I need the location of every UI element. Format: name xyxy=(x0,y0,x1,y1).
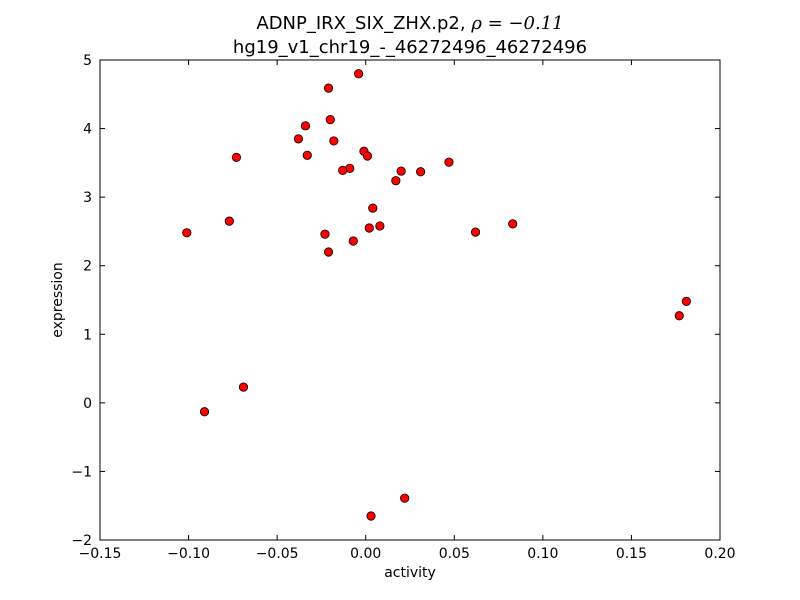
scatter-point xyxy=(508,219,518,229)
x-tick-label: −0.05 xyxy=(256,546,299,562)
y-tick-label: 0 xyxy=(83,396,92,412)
y-tick-label: −1 xyxy=(71,464,92,480)
y-tick-label: 3 xyxy=(83,190,92,206)
scatter-point xyxy=(325,115,335,125)
scatter-point xyxy=(323,247,334,257)
scatter-point xyxy=(354,69,364,79)
scatter-point xyxy=(182,228,192,238)
scatter-point xyxy=(396,166,406,176)
chart-title: ADNP_IRX_SIX_ZHX.p2, ρ = −0.11 xyxy=(256,13,563,34)
scatter-point xyxy=(444,157,454,167)
y-tick-label: 4 xyxy=(83,122,92,138)
scatter-point xyxy=(199,407,210,417)
plot-area xyxy=(99,59,721,541)
tick-labels: −0.15 −0.10 −0.05 0.00 0.05 0.10 0.15 0.20 −2 −1 0… xyxy=(71,53,735,562)
y-tick-label: −2 xyxy=(71,533,92,549)
scatter-point xyxy=(362,151,373,161)
scatter-point xyxy=(293,134,303,144)
scatter-point xyxy=(224,216,234,226)
scatter-point xyxy=(681,296,691,306)
x-tick-label: −0.10 xyxy=(167,546,210,562)
x-axis-label: activity xyxy=(384,565,436,581)
scatter-point xyxy=(364,223,374,233)
scatter-point xyxy=(329,136,339,146)
scatter-point xyxy=(323,83,334,93)
scatter-point xyxy=(320,229,330,239)
scatter-point xyxy=(231,152,241,162)
x-tick-label: 0.05 xyxy=(439,546,470,562)
x-tick-label: 0.10 xyxy=(527,546,558,562)
axis-ticks xyxy=(99,59,721,541)
scatter-point xyxy=(368,203,378,213)
scatter-point xyxy=(400,493,410,503)
x-tick-label: 0.20 xyxy=(704,546,735,562)
scatter-point xyxy=(300,121,311,131)
scatter-point xyxy=(238,382,249,392)
data-points xyxy=(182,69,691,521)
x-tick-label: 0.00 xyxy=(350,546,381,562)
y-tick-label: 2 xyxy=(83,259,92,275)
scatter-point xyxy=(375,221,385,231)
scatter-point xyxy=(674,311,684,321)
scatter-point xyxy=(366,511,376,521)
scatter-point xyxy=(391,176,401,186)
y-tick-label: 1 xyxy=(83,327,92,343)
scatter-point xyxy=(302,150,312,160)
x-tick-label: −0.15 xyxy=(79,546,122,562)
scatter-point xyxy=(470,227,481,237)
y-axis-label: expression xyxy=(50,262,66,338)
scatter-point xyxy=(348,236,358,246)
x-tick-label: 0.15 xyxy=(616,546,647,562)
scatter-point xyxy=(338,165,348,175)
y-tick-label: 5 xyxy=(83,53,92,69)
scatter-point xyxy=(416,167,426,177)
chart-subtitle: hg19_v1_chr19_-_46272496_46272496 xyxy=(233,37,587,58)
